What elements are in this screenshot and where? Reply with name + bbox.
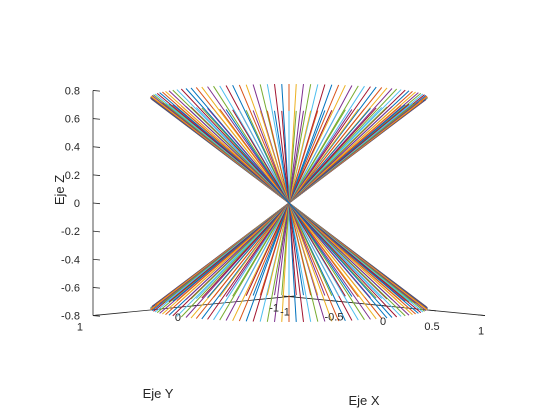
z-tick-label: -0.8: [61, 311, 80, 323]
z-tick: [92, 146, 101, 148]
z-tick-label: 0.2: [65, 170, 80, 182]
z-tick: [92, 287, 101, 289]
y-tick-label: -1: [269, 303, 279, 315]
y-tick-label: 0: [175, 312, 181, 324]
y-tick-label: 1: [77, 322, 83, 334]
tick-labels: -1 -0.5 0 0.5 1 -1 0 1 0.8 0.6 0.4 0.2 0 -0.2 -0.4 -0.6…: [61, 85, 484, 337]
x-tick: [477, 314, 486, 316]
z-tick-label: -0.4: [61, 254, 80, 266]
y-axis-label: Eje Y: [143, 386, 174, 401]
z-tick: [92, 90, 101, 92]
x-tick-label: -1: [280, 307, 290, 319]
z-tick-label: 0.8: [65, 85, 80, 97]
z-tick-label: -0.6: [61, 282, 80, 294]
z-tick: [92, 258, 101, 261]
axis-labels: Eje X Eje Y Eje Z: [52, 175, 380, 408]
z-tick: [92, 118, 101, 120]
z-tick: [92, 315, 101, 317]
z-tick: [92, 202, 101, 205]
z-tick: [92, 230, 101, 233]
x-tick-label: -0.5: [325, 311, 344, 323]
x-tick-label: 0: [380, 316, 386, 328]
cone-line: [185, 88, 393, 318]
x-tick-label: 1: [478, 326, 484, 338]
x-tick: [330, 300, 339, 302]
z-tick-label: 0: [74, 198, 80, 210]
x-axis-label: Eje X: [348, 393, 379, 408]
cone-lines: [150, 84, 428, 322]
x-tick-label: 0.5: [424, 321, 439, 333]
z-tick-label: -0.2: [61, 226, 80, 238]
x-tick: [428, 309, 437, 312]
z-tick-label: 0.6: [65, 114, 80, 126]
z-axis-label: Eje Z: [52, 175, 67, 205]
z-tick-label: 0.4: [65, 142, 80, 154]
z-tick: [92, 174, 101, 176]
